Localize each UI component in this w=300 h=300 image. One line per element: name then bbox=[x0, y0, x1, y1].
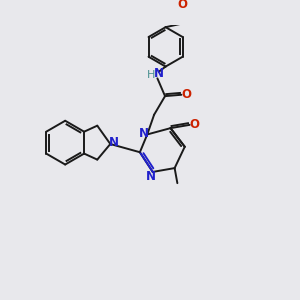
Text: O: O bbox=[178, 0, 188, 11]
Text: H: H bbox=[147, 70, 156, 80]
Text: N: N bbox=[146, 170, 156, 183]
Text: O: O bbox=[181, 88, 191, 101]
Text: N: N bbox=[139, 127, 149, 140]
Text: N: N bbox=[109, 136, 119, 149]
Text: N: N bbox=[154, 67, 164, 80]
Text: O: O bbox=[190, 118, 200, 131]
